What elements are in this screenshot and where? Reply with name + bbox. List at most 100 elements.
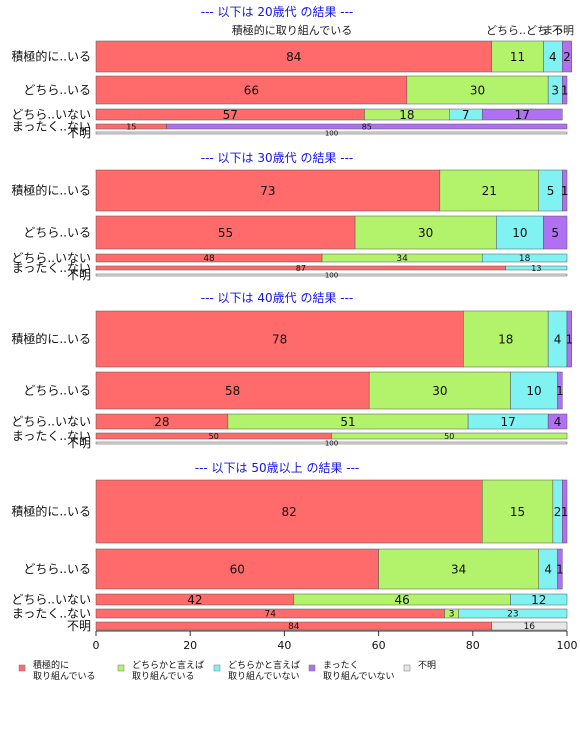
row-label: 不明 — [67, 619, 91, 633]
data-label: 100 — [325, 440, 338, 448]
data-label: 74 — [265, 610, 277, 620]
bar-segment — [481, 253, 568, 263]
bar-segment — [491, 40, 544, 73]
data-label: 13 — [531, 264, 541, 273]
panel-title: --- 以下は 30歳代 の結果 --- — [201, 151, 354, 165]
data-label: 1 — [561, 184, 569, 198]
bar-segment — [331, 432, 568, 440]
data-label: 5 — [547, 184, 555, 198]
row-label: 積極的に..いる — [11, 504, 91, 519]
column-label: どちら..どち — [486, 24, 548, 37]
bar-segment — [95, 371, 370, 410]
x-tick-label: 40 — [277, 639, 291, 652]
column-label: 積極的に取り組んでいる — [232, 23, 352, 37]
data-label: 58 — [225, 384, 240, 398]
data-label: 16 — [524, 622, 536, 632]
data-label: 15 — [126, 122, 136, 131]
bar-segment — [439, 169, 539, 212]
bar-segment — [95, 273, 568, 277]
row-label: 積極的に..いる — [11, 331, 91, 346]
row-label: どちら..いる — [23, 384, 91, 398]
data-label: 11 — [510, 50, 525, 64]
legend-label: 不明 — [418, 660, 436, 671]
data-label: 4 — [554, 332, 562, 346]
panel-title: --- 以下は 20歳代 の結果 --- — [201, 5, 354, 19]
bar-segment — [510, 593, 568, 606]
bar-segment — [95, 441, 568, 445]
bar-segment — [95, 479, 483, 544]
panel-title: --- 以下は 50歳以上 の結果 --- — [195, 461, 360, 475]
legend-swatch — [117, 664, 125, 672]
bar-segment — [481, 108, 563, 121]
data-label: 4 — [544, 562, 552, 576]
data-label: 57 — [223, 108, 238, 122]
bar-segment — [562, 169, 568, 212]
data-label: 87 — [296, 264, 306, 273]
bar-segment — [543, 215, 568, 250]
bar-segment — [95, 131, 568, 135]
row-label: まったく..ない — [12, 120, 91, 134]
row-label: どちら..いない — [11, 251, 91, 265]
x-tick-label: 80 — [466, 639, 480, 652]
data-label: 3 — [551, 83, 559, 97]
column-label: 不明 — [552, 24, 574, 37]
legend-label: 取り組んでいない — [323, 670, 395, 682]
bar-segment — [166, 123, 568, 130]
data-label: 1 — [561, 505, 569, 519]
data-label: 55 — [218, 226, 233, 240]
legend-swatch — [213, 664, 221, 672]
bar-segment — [566, 310, 572, 368]
data-label: 34 — [451, 562, 466, 576]
data-label: 1 — [561, 83, 569, 97]
legend-label: どちらかと言えば — [132, 659, 204, 671]
data-label: 73 — [260, 184, 275, 198]
x-tick-label: 60 — [372, 639, 386, 652]
bar-segment — [95, 75, 408, 105]
data-label: 18 — [399, 108, 414, 122]
row-label: どちら..いる — [23, 83, 91, 97]
bar-segment — [496, 215, 544, 250]
bar-segment — [562, 40, 572, 73]
row-label: どちら..いる — [23, 226, 91, 240]
row-label: どちら..いない — [11, 108, 91, 122]
data-label: 34 — [396, 254, 408, 264]
data-label: 82 — [281, 505, 296, 519]
bar-segment — [368, 371, 511, 410]
bar-segment — [481, 479, 554, 544]
data-label: 2 — [563, 50, 571, 64]
bar-segment — [491, 621, 568, 631]
bar-segment — [458, 608, 568, 619]
bar-segment — [505, 265, 568, 271]
data-label: 30 — [470, 83, 485, 97]
legend-label: 取り組んでいる — [33, 670, 96, 682]
legend-swatch — [308, 664, 316, 672]
legend-swatch — [18, 664, 26, 672]
row-label: まったく..ない — [12, 261, 91, 275]
data-label: 4 — [549, 50, 557, 64]
data-label: 15 — [510, 505, 525, 519]
data-label: 50 — [444, 432, 454, 441]
data-label: 10 — [512, 226, 527, 240]
row-label: どちら..いない — [11, 593, 91, 607]
bar-segment — [510, 371, 558, 410]
x-tick-label: 100 — [557, 639, 578, 652]
x-tick-label: 0 — [93, 639, 100, 652]
data-label: 78 — [272, 332, 287, 346]
data-label: 51 — [340, 415, 355, 429]
row-label: まったく..ない — [12, 429, 91, 443]
column-label: まっ — [542, 24, 564, 37]
row-label: 積極的に..いる — [11, 183, 91, 198]
bar-segment — [547, 413, 568, 430]
data-label: 42 — [187, 593, 202, 607]
legend-label: 積極的に — [33, 659, 69, 671]
data-label: 46 — [395, 593, 410, 607]
data-label: 60 — [230, 562, 245, 576]
data-label: 100 — [325, 130, 338, 138]
row-label: まったく..ない — [12, 607, 91, 621]
data-label: 18 — [519, 254, 531, 264]
bar-segment — [463, 310, 549, 368]
data-label: 48 — [203, 254, 215, 264]
row-label: 不明 — [67, 436, 91, 450]
panel-title: --- 以下は 40歳代 の結果 --- — [201, 291, 354, 305]
